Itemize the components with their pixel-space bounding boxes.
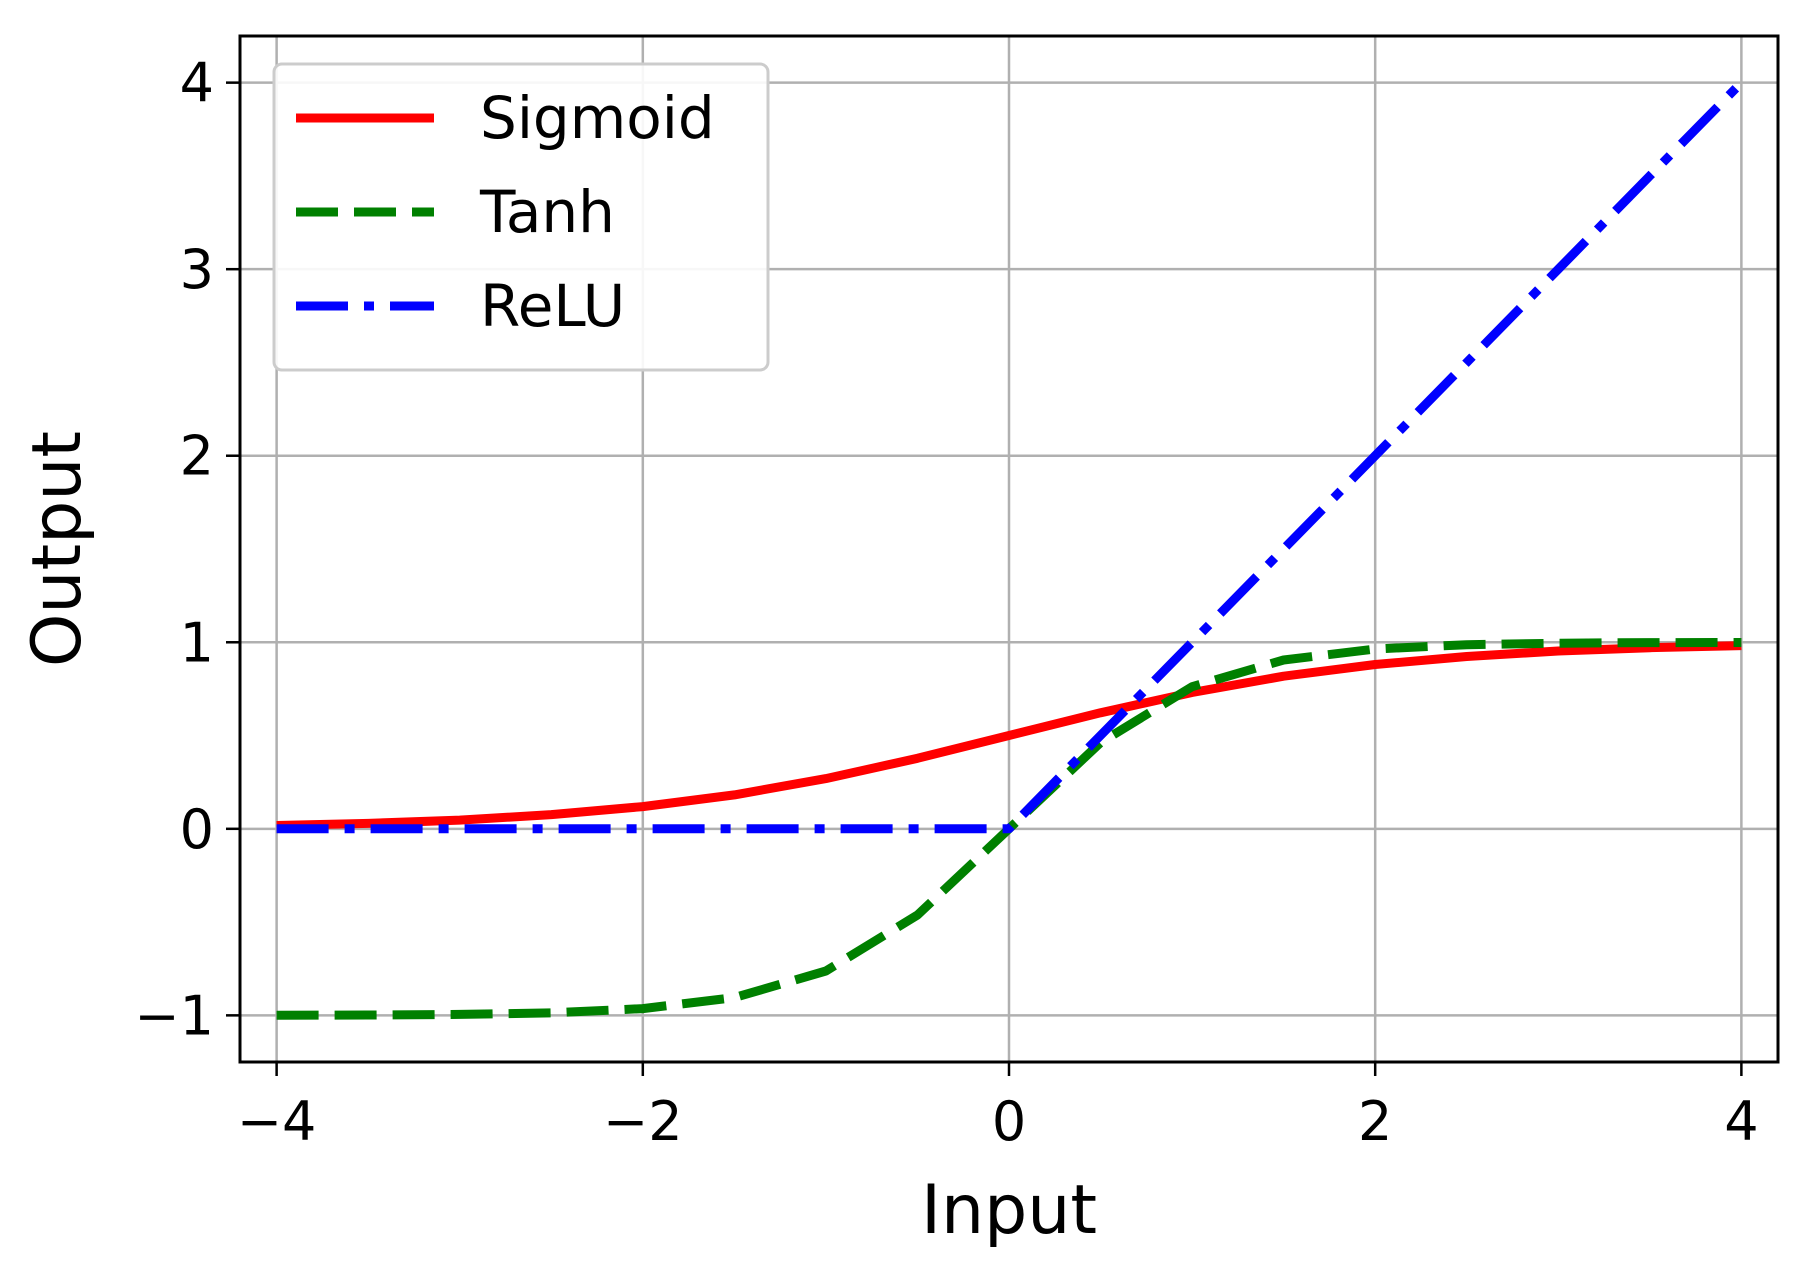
y-tick-label: −1 bbox=[134, 984, 214, 1047]
x-tick-label: 0 bbox=[992, 1090, 1026, 1153]
x-axis-title: Input bbox=[921, 1171, 1097, 1250]
y-tick-label: 2 bbox=[180, 425, 214, 488]
x-tick-label: 2 bbox=[1358, 1090, 1392, 1153]
legend-box bbox=[272, 62, 770, 372]
legend-label-sigmoid: Sigmoid bbox=[480, 84, 715, 152]
x-tick-label: −4 bbox=[237, 1090, 317, 1153]
series-line-relu bbox=[276, 79, 1745, 834]
y-tick-label: 3 bbox=[180, 238, 214, 301]
legend-entries: Sigmoid Tanh ReLU bbox=[296, 84, 715, 340]
y-tick-label: 4 bbox=[180, 52, 214, 115]
y-axis-title: Output bbox=[18, 431, 97, 667]
legend-label-relu: ReLU bbox=[480, 272, 625, 340]
x-tick-label: 4 bbox=[1724, 1090, 1758, 1153]
series-lines bbox=[276, 79, 1745, 1020]
series-line-sigmoid bbox=[276, 641, 1742, 830]
legend: Sigmoid Tanh ReLU bbox=[272, 62, 770, 372]
y-tick-label: 1 bbox=[180, 611, 214, 674]
y-tick-label: 0 bbox=[180, 798, 214, 861]
legend-label-tanh: Tanh bbox=[479, 178, 615, 246]
axis-ticks: −4 −2 0 2 4 −1 0 1 2 3 4 bbox=[134, 52, 1758, 1153]
x-tick-label: −2 bbox=[603, 1090, 683, 1153]
